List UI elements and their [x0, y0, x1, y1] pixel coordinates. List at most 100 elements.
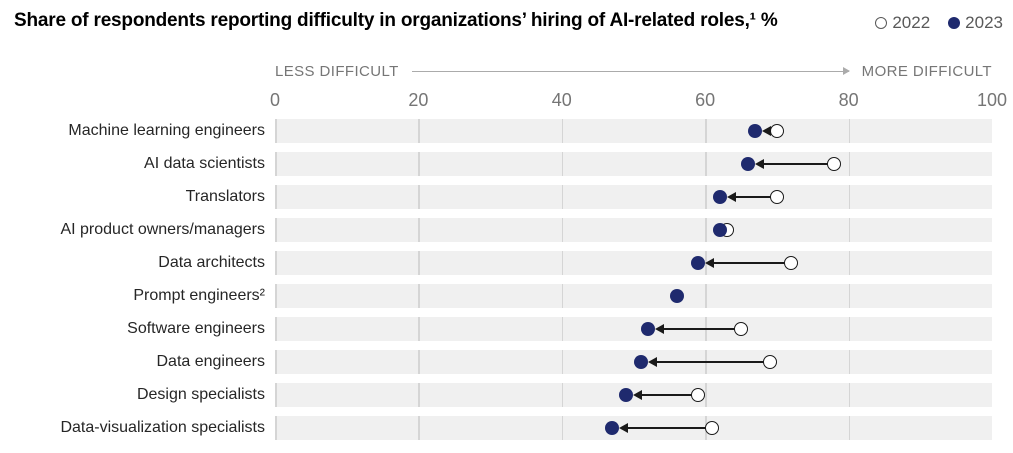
- gridline: [275, 152, 277, 176]
- data-point-2022-open-circle: [705, 421, 720, 435]
- gridline: [561, 152, 564, 176]
- open-circle-icon: [875, 17, 888, 29]
- gridline: [848, 350, 851, 374]
- row-label: Design specialists: [136, 386, 265, 403]
- change-arrow-shaft: [662, 328, 742, 330]
- gridline: [418, 218, 420, 242]
- gridline: [848, 284, 851, 308]
- data-point-2023-filled-circle: [691, 256, 706, 270]
- gridline: [418, 317, 420, 341]
- gridline: [275, 416, 277, 440]
- gridline: [705, 284, 707, 308]
- change-arrow-shaft: [641, 394, 699, 396]
- gridline: [275, 284, 277, 308]
- gridline: [418, 152, 420, 176]
- axis-caption-row: LESS DIFFICULT MORE DIFFICULT: [275, 63, 992, 80]
- gridline: [561, 218, 564, 242]
- gridline: [275, 119, 277, 143]
- gridline: [561, 383, 564, 407]
- change-arrow-shaft: [734, 196, 777, 198]
- row-label: Translators: [185, 188, 265, 205]
- gridline: [275, 185, 277, 209]
- data-point-2023-filled-circle: [669, 289, 684, 303]
- chart-row: Data-visualization specialists: [0, 416, 1013, 440]
- x-axis-ticks: 0 20 40 60 80 100: [270, 90, 1007, 112]
- gridline: [418, 350, 420, 374]
- chart-row: Data architects: [0, 251, 1013, 275]
- gridline: [561, 284, 564, 308]
- gridline: [848, 416, 851, 440]
- row-label: Machine learning engineers: [68, 122, 265, 139]
- gridline: [848, 251, 851, 275]
- gridline: [848, 383, 851, 407]
- gridline: [275, 218, 277, 242]
- x-tick-label: 0: [269, 90, 281, 110]
- gridline: [561, 350, 564, 374]
- row-label: Software engineers: [127, 320, 265, 337]
- legend-label-2023: 2023: [965, 13, 1003, 32]
- chart-row: Design specialists: [0, 383, 1013, 407]
- data-point-2023-filled-circle: [640, 322, 655, 336]
- change-arrow-shaft: [763, 163, 835, 165]
- chart-row: Software engineers: [0, 317, 1013, 341]
- row-band: [275, 350, 992, 374]
- gridline: [848, 317, 851, 341]
- x-tick-label: 80: [838, 90, 859, 110]
- legend-item-2022: 2022: [875, 13, 930, 33]
- axis-caption-more-difficult: MORE DIFFICULT: [861, 63, 992, 80]
- row-label: Data engineers: [156, 353, 265, 370]
- row-band: [275, 251, 992, 275]
- gridline: [705, 383, 707, 407]
- change-arrow-head-icon: [654, 324, 664, 334]
- data-point-2022-open-circle: [827, 157, 842, 171]
- row-label: Data architects: [158, 254, 265, 271]
- row-band: [275, 152, 992, 176]
- data-point-2022-open-circle: [784, 256, 799, 270]
- gridline: [705, 152, 707, 176]
- legend-label-2022: 2022: [892, 13, 931, 32]
- gridline: [418, 383, 420, 407]
- change-arrow-shaft: [655, 361, 770, 363]
- data-point-2022-open-circle: [734, 322, 749, 336]
- change-arrow-head-icon: [755, 159, 765, 169]
- chart-title: Share of respondents reporting difficult…: [14, 10, 778, 31]
- chart-row: AI product owners/managers: [0, 218, 1013, 242]
- row-band: [275, 185, 992, 209]
- data-point-2022-open-circle: [691, 388, 706, 402]
- x-tick-label: 20: [408, 90, 429, 110]
- axis-direction-arrow: [411, 67, 850, 75]
- change-arrow-head-icon: [647, 357, 657, 367]
- gridline: [275, 350, 277, 374]
- chart-row: Data engineers: [0, 350, 1013, 374]
- gridline: [561, 119, 564, 143]
- row-band: [275, 119, 992, 143]
- gridline: [705, 218, 707, 242]
- axis-caption-less-difficult: LESS DIFFICULT: [275, 63, 399, 80]
- gridline: [848, 119, 851, 143]
- x-tick-label: 60: [695, 90, 716, 110]
- gridline: [848, 185, 851, 209]
- gridline: [418, 416, 420, 440]
- row-label: Prompt engineers²: [133, 287, 265, 304]
- gridline: [561, 416, 564, 440]
- gridline: [275, 383, 277, 407]
- gridline: [561, 185, 564, 209]
- x-tick-label: 100: [976, 90, 1008, 110]
- change-arrow-head-icon: [726, 192, 736, 202]
- filled-circle-icon: [948, 17, 961, 29]
- change-arrow-head-icon: [633, 390, 643, 400]
- row-label: AI data scientists: [144, 155, 265, 172]
- row-band: [275, 416, 992, 440]
- data-point-2023-filled-circle: [741, 157, 756, 171]
- row-band: [275, 218, 992, 242]
- row-band: [275, 284, 992, 308]
- gridline: [418, 251, 420, 275]
- data-point-2022-open-circle: [762, 355, 777, 369]
- gridline: [275, 317, 277, 341]
- gridline: [705, 185, 707, 209]
- chart-row: Translators: [0, 185, 1013, 209]
- gridline: [561, 251, 564, 275]
- gridline: [848, 152, 851, 176]
- row-band: [275, 383, 992, 407]
